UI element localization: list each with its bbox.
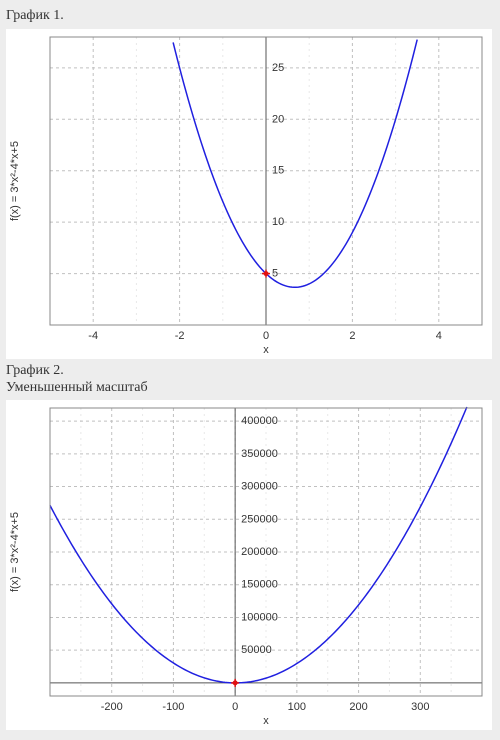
x-tick-label: -100 — [162, 701, 184, 713]
chart-title: График 2. Уменьшенный масштаб — [6, 363, 494, 397]
y-axis-label: f(x) = 3*x²-4*x+5 — [9, 141, 21, 221]
y-tick-label: 350000 — [241, 448, 278, 460]
y-tick-label: 10 — [272, 216, 284, 228]
y-tick-label: 5 — [272, 267, 278, 279]
chart-title-label: График 1. — [6, 8, 64, 23]
chart-subtitle-label: Уменьшенный масштаб — [6, 380, 148, 395]
chart-block-2: График 2. Уменьшенный масштаб -200 -100 0 100… — [6, 363, 494, 731]
y-tick-label: 15 — [272, 165, 284, 177]
x-axis-label: x — [263, 715, 269, 727]
x-tick-label: 4 — [436, 330, 442, 342]
chart-title: График 1. — [6, 8, 494, 25]
x-tick-label: 2 — [349, 330, 355, 342]
y-tick-label: 20 — [272, 113, 284, 125]
x-axis-label: x — [263, 344, 269, 356]
x-tick-label: 300 — [411, 701, 429, 713]
y-tick-label: 250000 — [241, 514, 278, 526]
x-tick-label: 0 — [263, 330, 269, 342]
chart-title-label: График 2. — [6, 363, 64, 378]
x-tick-label: -2 — [175, 330, 185, 342]
y-tick-label: 400000 — [241, 415, 278, 427]
y-tick-label: 100000 — [241, 612, 278, 624]
chart-svg: -4 -2 0 2 4 5 10 15 20 25 x f(x) = 3*x²-4*x+5 — [6, 29, 492, 359]
x-tick-label: 100 — [288, 701, 306, 713]
y-tick-label: 300000 — [241, 481, 278, 493]
y-tick-label: 50000 — [241, 645, 272, 657]
y-tick-label: 25 — [272, 62, 284, 74]
x-tick-label: -4 — [88, 330, 98, 342]
y-axis-label: f(x) = 3*x²-4*x+5 — [9, 512, 21, 592]
x-tick-label: 200 — [349, 701, 367, 713]
y-tick-label: 200000 — [241, 546, 278, 558]
y-tick-label: 150000 — [241, 579, 278, 591]
x-tick-label: -200 — [101, 701, 123, 713]
x-tick-label: 0 — [232, 701, 238, 713]
chart-svg: -200 -100 0 100 200 300 50000 100000 150000 20000… — [6, 400, 492, 730]
chart-block-1: График 1. -4 -2 0 2 4 5 10 15 20 25 x f(x) = 3*x²-4*… — [6, 8, 494, 359]
